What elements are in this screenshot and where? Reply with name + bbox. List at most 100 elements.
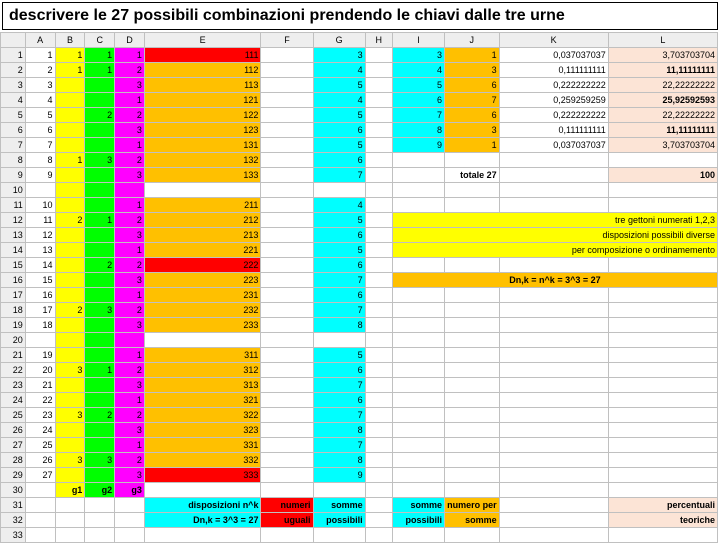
cell[interactable] [365,228,392,243]
cell[interactable] [85,243,115,258]
cell[interactable] [365,318,392,333]
cell[interactable]: somme [392,498,444,513]
cell[interactable] [608,198,717,213]
cell[interactable] [499,303,608,318]
cell[interactable] [261,333,313,348]
cell[interactable] [365,168,392,183]
col-header[interactable]: L [608,33,717,48]
cell[interactable]: 3 [55,453,85,468]
cell[interactable] [392,363,444,378]
cell[interactable] [261,438,313,453]
cell[interactable]: 6 [445,108,500,123]
cell[interactable]: g1 [55,483,85,498]
cell[interactable]: 0,037037037 [499,48,608,63]
cell[interactable] [365,333,392,348]
cell[interactable]: Dn,k = n^k = 3^3 = 27 [392,273,717,288]
cell[interactable] [85,198,115,213]
cell[interactable] [392,288,444,303]
cell[interactable] [365,438,392,453]
cell[interactable] [261,468,313,483]
cell[interactable]: 323 [144,423,261,438]
cell[interactable] [499,498,608,513]
cell[interactable] [115,528,145,543]
cell[interactable]: teoriche [608,513,717,528]
cell[interactable] [365,273,392,288]
cell[interactable]: 3 [85,303,115,318]
col-header[interactable]: K [499,33,608,48]
cell[interactable] [261,258,313,273]
cell[interactable]: 112 [144,63,261,78]
cell[interactable]: 7 [25,138,55,153]
cell[interactable]: 7 [392,108,444,123]
cell[interactable]: 5 [313,243,365,258]
cell[interactable] [144,528,261,543]
cell[interactable] [313,183,365,198]
cell[interactable] [55,183,85,198]
cell[interactable]: percentuali [608,498,717,513]
cell[interactable]: 8 [313,423,365,438]
cell[interactable] [85,513,115,528]
cell[interactable] [261,168,313,183]
cell[interactable]: 133 [144,168,261,183]
cell[interactable] [392,393,444,408]
cell[interactable] [115,333,145,348]
cell[interactable]: 0,111111111 [499,123,608,138]
cell[interactable] [365,498,392,513]
cell[interactable] [261,318,313,333]
row-header[interactable]: 21 [1,348,26,363]
row-header[interactable]: 7 [1,138,26,153]
cell[interactable]: 3 [445,63,500,78]
cell[interactable] [85,183,115,198]
cell[interactable]: 223 [144,273,261,288]
col-header[interactable]: J [445,33,500,48]
cell[interactable]: 6 [25,123,55,138]
cell[interactable] [445,363,500,378]
cell[interactable] [261,273,313,288]
cell[interactable] [445,153,500,168]
cell[interactable]: 232 [144,303,261,318]
cell[interactable] [365,528,392,543]
cell[interactable]: numero per [445,498,500,513]
cell[interactable]: 2 [85,258,115,273]
cell[interactable] [608,288,717,303]
cell[interactable] [85,288,115,303]
col-header[interactable]: H [365,33,392,48]
cell[interactable]: 11,11111111 [608,123,717,138]
cell[interactable] [608,183,717,198]
row-header[interactable]: 11 [1,198,26,213]
cell[interactable]: 6 [313,123,365,138]
cell[interactable]: 20 [25,363,55,378]
cell[interactable] [499,438,608,453]
cell[interactable] [365,423,392,438]
cell[interactable] [261,243,313,258]
cell[interactable] [55,198,85,213]
cell[interactable] [445,408,500,423]
cell[interactable] [608,303,717,318]
cell[interactable]: 1 [55,48,85,63]
cell[interactable] [445,423,500,438]
cell[interactable] [261,78,313,93]
cell[interactable] [365,408,392,423]
cell[interactable] [313,483,365,498]
cell[interactable]: 22,22222222 [608,108,717,123]
col-header[interactable] [1,33,26,48]
cell[interactable]: 1 [115,138,145,153]
row-header[interactable]: 5 [1,108,26,123]
cell[interactable]: 19 [25,348,55,363]
cell[interactable] [608,333,717,348]
cell[interactable] [445,528,500,543]
cell[interactable] [55,438,85,453]
cell[interactable] [261,378,313,393]
cell[interactable] [365,468,392,483]
cell[interactable] [261,153,313,168]
cell[interactable] [392,453,444,468]
cell[interactable] [261,423,313,438]
cell[interactable]: 6 [392,93,444,108]
cell[interactable] [499,423,608,438]
row-header[interactable]: 29 [1,468,26,483]
cell[interactable] [365,363,392,378]
cell[interactable]: 5 [392,78,444,93]
cell[interactable] [261,288,313,303]
cell[interactable] [55,138,85,153]
cell[interactable] [392,528,444,543]
